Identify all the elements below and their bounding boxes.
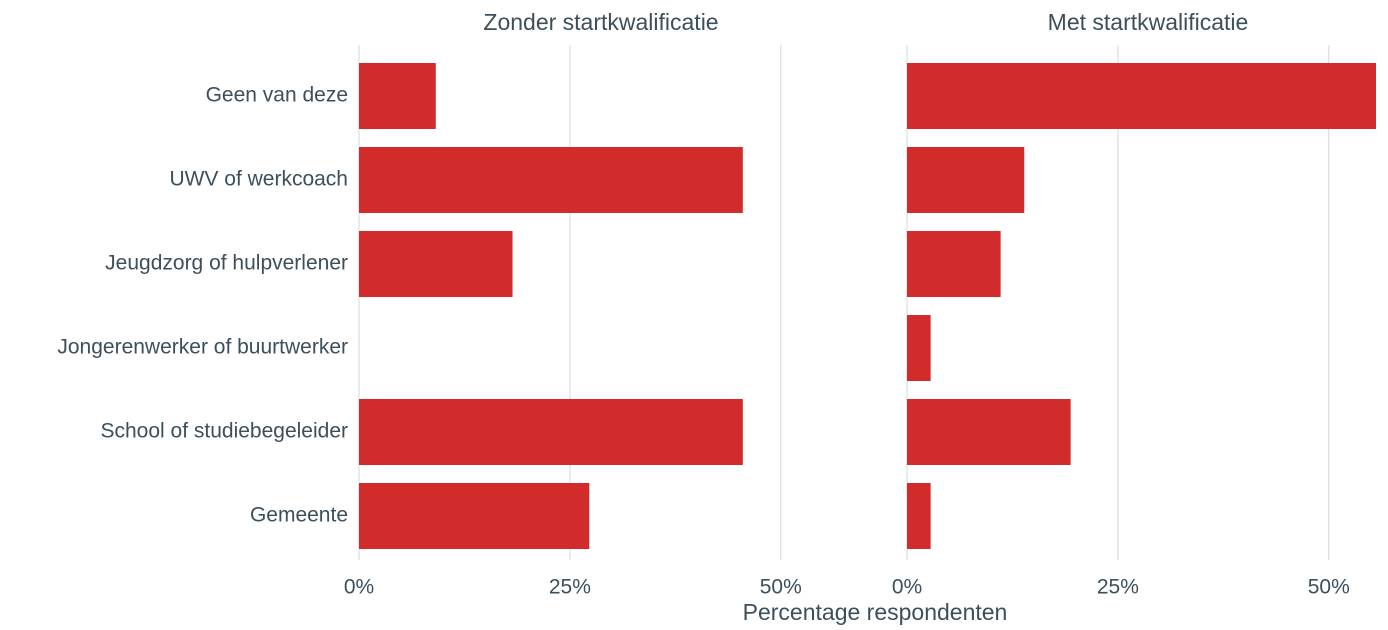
- y-tick-label: School of studiebegeleider: [100, 420, 348, 443]
- y-tick-label: Geen van deze: [206, 84, 348, 107]
- panel-title: Met startkwalificatie: [1048, 9, 1249, 35]
- bar: [907, 483, 931, 549]
- bar: [359, 231, 513, 297]
- x-tick-label: 50%: [760, 576, 802, 599]
- y-tick-label: Jeugdzorg of hulpverlener: [105, 252, 348, 275]
- bar: [907, 63, 1376, 129]
- y-tick-label: Jongerenwerker of buurtwerker: [57, 336, 348, 359]
- x-axis-title: Percentage respondenten: [743, 599, 1008, 625]
- bar: [907, 231, 1001, 297]
- bar: [359, 147, 743, 213]
- y-tick-label: UWV of werkcoach: [169, 168, 348, 191]
- bar: [907, 147, 1025, 213]
- x-tick-label: 50%: [1308, 576, 1350, 599]
- y-tick-label: Gemeente: [250, 504, 348, 527]
- x-tick-label: 0%: [344, 576, 374, 599]
- bar: [359, 63, 436, 129]
- panel-title: Zonder startkwalificatie: [483, 9, 718, 35]
- bar: [907, 399, 1071, 465]
- x-tick-label: 25%: [549, 576, 591, 599]
- bar: [359, 399, 743, 465]
- x-tick-label: 0%: [892, 576, 922, 599]
- x-tick-label: 25%: [1097, 576, 1139, 599]
- bar: [359, 483, 590, 549]
- bar: [907, 315, 931, 381]
